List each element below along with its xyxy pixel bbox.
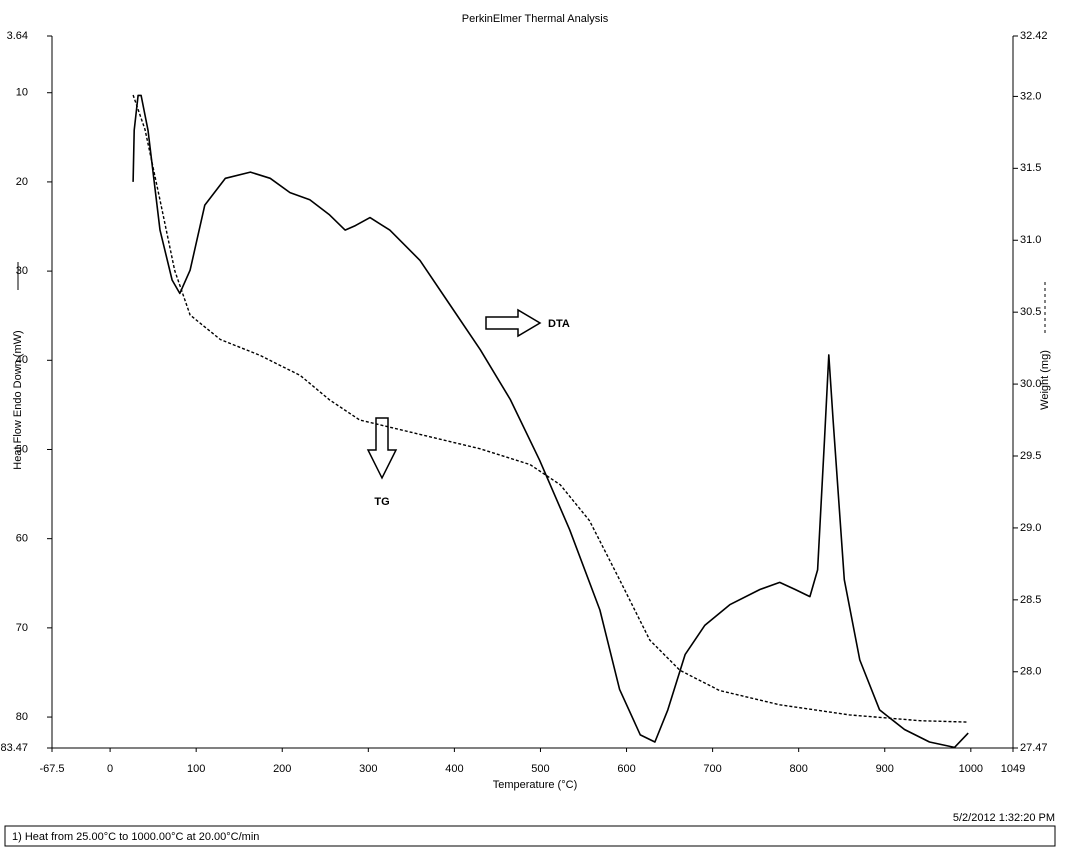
y-tick-label: 30 <box>16 265 28 277</box>
x-tick-label: -67.5 <box>39 763 64 775</box>
chart-title: PerkinElmer Thermal Analysis <box>462 13 609 25</box>
tg-annotation: TG <box>374 496 389 508</box>
y2-tick-label: 31.5 <box>1020 162 1041 174</box>
timestamp: 5/2/2012 1:32:20 PM <box>953 812 1055 824</box>
y2-tick-label: 32.0 <box>1020 90 1041 102</box>
x-tick-label: 800 <box>789 763 807 775</box>
y-tick-label: 50 <box>16 443 28 455</box>
x-axis-label: Temperature (°C) <box>493 779 577 791</box>
y2-tick-label: 31.0 <box>1020 234 1041 246</box>
x-tick-label: 700 <box>703 763 721 775</box>
y-tick-label: 40 <box>16 354 28 366</box>
x-tick-label: 0 <box>107 763 113 775</box>
y-tick-label: 83.47 <box>0 742 28 754</box>
x-tick-label: 500 <box>531 763 549 775</box>
y2-tick-label: 29.0 <box>1020 522 1041 534</box>
x-tick-label: 100 <box>187 763 205 775</box>
method-text: 1) Heat from 25.00°C to 1000.00°C at 20.… <box>12 831 259 843</box>
dta-annotation: DTA <box>548 318 570 330</box>
y2-tick-label: 32.42 <box>1020 30 1048 42</box>
y2-tick-label: 28.0 <box>1020 666 1041 678</box>
y2-tick-label: 29.5 <box>1020 450 1041 462</box>
y-tick-label: 80 <box>16 711 28 723</box>
y-tick-label: 10 <box>16 87 28 99</box>
x-tick-label: 300 <box>359 763 377 775</box>
y2-tick-label: 30.0 <box>1020 378 1041 390</box>
y-tick-label: 20 <box>16 176 28 188</box>
y-tick-label: 60 <box>16 533 28 545</box>
x-tick-label: 400 <box>445 763 463 775</box>
background <box>0 0 1070 851</box>
y-tick-label: 70 <box>16 622 28 634</box>
x-tick-label: 200 <box>273 763 291 775</box>
chart: PerkinElmer Thermal Analysis Temperature… <box>0 0 1070 851</box>
y2-tick-label: 28.5 <box>1020 594 1041 606</box>
x-tick-label: 600 <box>617 763 635 775</box>
x-tick-label: 1049 <box>1001 763 1025 775</box>
x-tick-label: 900 <box>876 763 894 775</box>
x-tick-label: 1000 <box>959 763 983 775</box>
y2-tick-label: 30.5 <box>1020 306 1041 318</box>
y-tick-label: 3.64 <box>7 30 28 42</box>
y2-tick-label: 27.47 <box>1020 742 1048 754</box>
